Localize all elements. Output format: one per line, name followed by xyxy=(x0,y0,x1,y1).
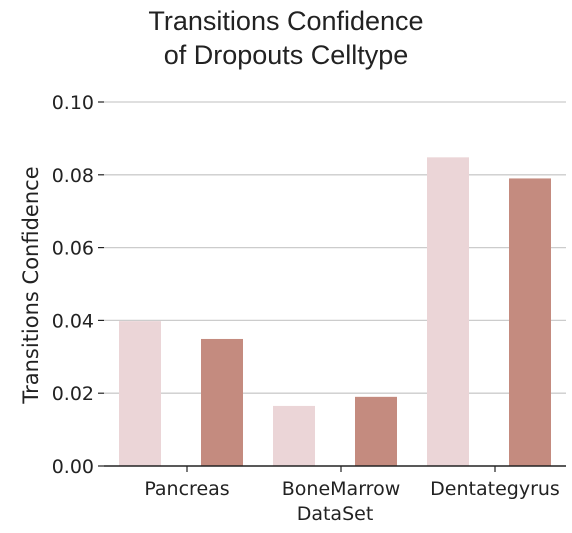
x-axis-label: DataSet xyxy=(297,503,374,525)
y-tick-label: 0.08 xyxy=(52,165,94,187)
grid-lines xyxy=(104,101,566,394)
y-axis-label: Transitions Confidence xyxy=(19,166,43,404)
y-tick-label: 0.02 xyxy=(52,383,94,405)
bar-dentategyrus-2 xyxy=(509,178,551,466)
y-axis-ticks: 0.00 0.02 0.04 0.06 0.08 0.10 xyxy=(52,92,104,478)
bar-bonemarrow-1 xyxy=(273,405,315,466)
y-tick-label: 0.06 xyxy=(52,238,94,260)
y-tick-label: 0.04 xyxy=(52,310,94,332)
chart-title-line-1: Transitions Confidence xyxy=(148,6,424,36)
y-tick-label: 0.00 xyxy=(52,456,94,478)
bar-dentategyrus-1 xyxy=(427,157,469,466)
x-tick-label: BoneMarrow xyxy=(282,478,400,500)
x-tick-label: Pancreas xyxy=(144,478,229,500)
bars xyxy=(119,157,551,466)
x-axis-ticks: Pancreas BoneMarrow Dentategyrus xyxy=(144,466,560,500)
bar-bonemarrow-2 xyxy=(355,396,397,466)
x-tick-label: Dentategyrus xyxy=(430,478,560,500)
y-tick-label: 0.10 xyxy=(52,92,94,114)
bar-pancreas-2 xyxy=(201,338,243,466)
chart-title-line-2: of Dropouts Celltype xyxy=(163,40,409,70)
bar-pancreas-1 xyxy=(119,321,161,466)
